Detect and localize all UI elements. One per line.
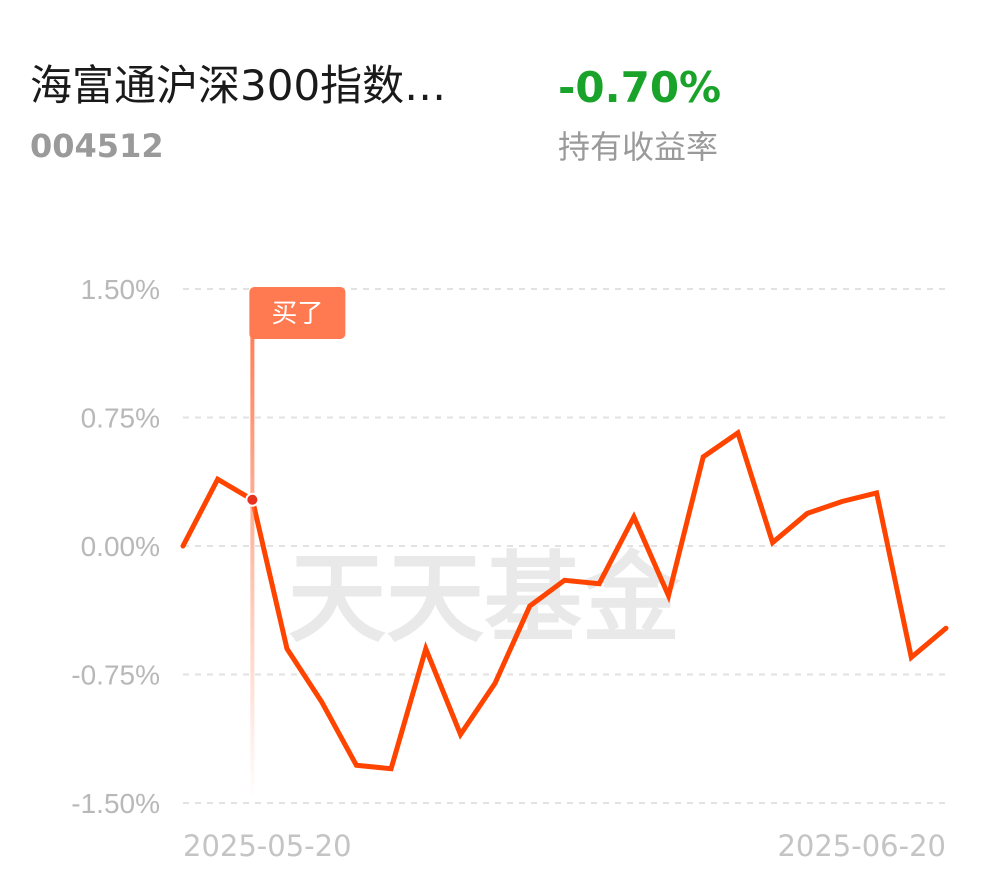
y-tick-label: 1.50% bbox=[81, 274, 160, 305]
fund-code: 004512 bbox=[30, 127, 164, 165]
return-line bbox=[180, 428, 949, 772]
buy-marker-line bbox=[250, 336, 255, 798]
x-axis-ticks: 2025-05-20 2025-06-20 bbox=[183, 829, 946, 863]
y-tick-label: -1.50% bbox=[71, 788, 160, 819]
holding-return-label: 持有收益率 bbox=[558, 128, 719, 166]
buy-marker-label: 买了 bbox=[271, 299, 323, 329]
y-tick-label: -0.75% bbox=[71, 660, 160, 691]
holding-return-value: -0.70% bbox=[558, 63, 722, 112]
x-tick-label: 2025-06-20 bbox=[777, 829, 946, 863]
x-tick-label: 2025-05-20 bbox=[183, 829, 352, 863]
buy-marker-flag bbox=[249, 287, 346, 339]
fund-name: 海富通沪深300指数… bbox=[30, 61, 447, 110]
y-tick-label: 0.75% bbox=[81, 403, 160, 434]
series-line bbox=[180, 428, 949, 772]
y-tick-label: 0.00% bbox=[81, 531, 160, 562]
y-axis-ticks: 1.50% 0.75% 0.00% -0.75% -1.50% bbox=[71, 274, 160, 819]
buy-point bbox=[247, 494, 258, 505]
watermark: 天天基金 bbox=[288, 542, 681, 656]
buy-marker: 买了 bbox=[245, 287, 346, 798]
